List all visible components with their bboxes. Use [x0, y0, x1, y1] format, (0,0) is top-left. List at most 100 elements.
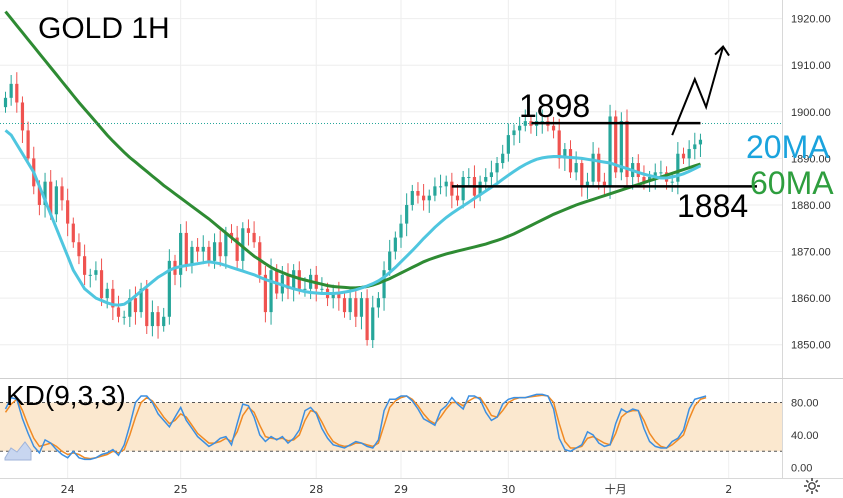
candle: [540, 121, 544, 123]
ma60-label: 60MA: [750, 165, 834, 201]
candle: [241, 228, 245, 261]
candle: [484, 177, 488, 182]
candle: [659, 172, 663, 174]
candle: [337, 293, 341, 299]
ma20-label: 20MA: [746, 129, 830, 165]
candle: [676, 153, 680, 182]
candle: [444, 181, 448, 187]
candle: [286, 274, 290, 289]
time-tick-label: 十月: [605, 482, 627, 496]
candle: [585, 181, 590, 187]
candle: [331, 293, 335, 299]
candle: [15, 83, 19, 103]
candle: [201, 246, 205, 252]
time-tick-label: 28: [309, 483, 323, 496]
candle: [450, 181, 454, 196]
candle: [359, 298, 364, 317]
candle: [698, 139, 703, 145]
candle: [145, 288, 149, 327]
candle: [608, 116, 612, 187]
candle: [229, 232, 234, 238]
candle: [212, 242, 217, 261]
candle: [653, 172, 657, 178]
kd-indicator-label: KD(9,3,3): [6, 380, 126, 411]
candle: [625, 121, 629, 178]
ma60-line: [4, 10, 701, 290]
gear-icon[interactable]: [803, 477, 821, 495]
reference-levels: [0, 121, 782, 188]
candle: [619, 121, 623, 173]
candle: [433, 186, 437, 196]
candle: [551, 125, 556, 131]
candle: [602, 181, 606, 187]
chart-logo-icon[interactable]: [3, 438, 33, 462]
candle: [20, 102, 25, 131]
candle: [190, 246, 194, 266]
candle: [235, 237, 239, 261]
candle: [388, 251, 392, 271]
candle: [167, 260, 171, 317]
candle: [179, 232, 183, 275]
candle: [224, 232, 228, 257]
moving-averages: [4, 10, 702, 307]
candle: [60, 186, 64, 201]
candle: [71, 223, 75, 243]
candle: [636, 163, 640, 178]
candle: [427, 195, 431, 201]
candle: [292, 270, 296, 289]
candle: [557, 130, 561, 159]
candle: [111, 288, 115, 308]
candle: [348, 298, 352, 313]
candle: [156, 312, 160, 327]
candle: [693, 144, 697, 150]
time-tick-label: 24: [61, 483, 75, 496]
candle: [354, 298, 358, 317]
candle: [495, 163, 499, 173]
candle: [196, 246, 200, 252]
candle: [269, 270, 273, 313]
price-tick-label: 1860.00: [791, 293, 831, 305]
time-tick-label: 29: [394, 483, 408, 496]
candle: [26, 130, 30, 159]
candle: [529, 121, 533, 126]
candle: [410, 190, 414, 205]
candle: [105, 288, 109, 299]
price-tick-label: 1850.00: [791, 340, 831, 352]
price-tick-label: 1900.00: [791, 107, 831, 119]
candle: [399, 223, 403, 238]
kd-d-line: [4, 394, 707, 460]
projection-path: [671, 45, 730, 136]
candle: [162, 316, 166, 327]
candle: [614, 116, 618, 173]
candle: [591, 153, 595, 182]
candle: [3, 97, 8, 108]
candle: [94, 270, 98, 275]
candle: [422, 195, 426, 201]
candle: [342, 298, 347, 313]
candle: [207, 246, 211, 261]
kd-tick-label: 0.00: [791, 463, 812, 475]
candle: [246, 228, 251, 233]
candle: [133, 298, 138, 313]
candle: [77, 242, 81, 257]
kd-k-line: [4, 393, 707, 461]
candle: [365, 298, 369, 341]
candle: [37, 186, 41, 205]
candle: [88, 274, 92, 276]
candle: [116, 307, 121, 317]
candle: [376, 298, 380, 308]
candle: [681, 153, 686, 159]
price-tick-label: 1910.00: [791, 60, 831, 72]
candle: [371, 307, 375, 341]
candle: [574, 163, 578, 173]
candle: [99, 270, 104, 299]
candle: [597, 153, 601, 182]
candle: [218, 242, 222, 257]
candle: [66, 200, 70, 224]
candle: [405, 204, 409, 224]
candle: [393, 237, 397, 252]
candle: [320, 288, 324, 290]
candle: [642, 177, 646, 182]
